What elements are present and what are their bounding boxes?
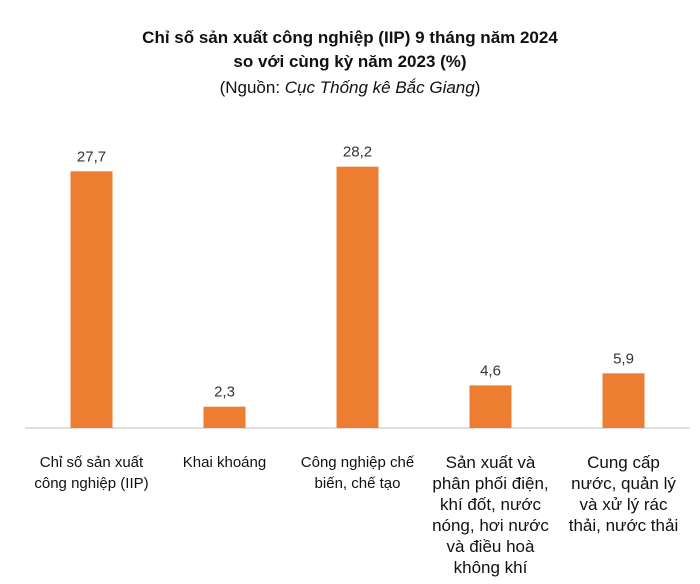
x-tick-label: Khai khoáng	[182, 454, 267, 471]
chart-source: (Nguồn: Cục Thống kê Bắc Giang)	[0, 78, 700, 98]
source-suffix: )	[474, 78, 481, 97]
x-tick-label: Cung cấp nước, quản lý và xử lý rác thải…	[568, 453, 679, 535]
chart-title: so với cùng kỳ năm 2023 (%)	[233, 52, 467, 71]
value-label: 27,7	[77, 148, 106, 165]
source-prefix: (Nguồn:	[219, 78, 285, 97]
chart-title: Chỉ số sản xuất công nghiệp (IIP) 9 thán…	[142, 28, 558, 47]
bar	[469, 385, 512, 428]
bar	[203, 406, 246, 428]
x-tick-label: Sản xuất và phân phối điện, khí đốt, nướ…	[432, 453, 549, 577]
x-tick-label: Chỉ số sản xuất công nghiệp (IIP)	[34, 454, 149, 492]
value-label: 4,6	[480, 362, 501, 379]
source-name: Cục Thống kê Bắc Giang	[284, 78, 475, 97]
bar	[602, 373, 645, 428]
bar	[336, 166, 379, 428]
value-label: 5,9	[613, 350, 634, 367]
value-label: 28,2	[343, 144, 372, 161]
x-tick-label: Công nghiệp chế biến, chế tạo	[300, 454, 415, 492]
bar	[70, 171, 113, 428]
value-label: 2,3	[214, 384, 235, 401]
